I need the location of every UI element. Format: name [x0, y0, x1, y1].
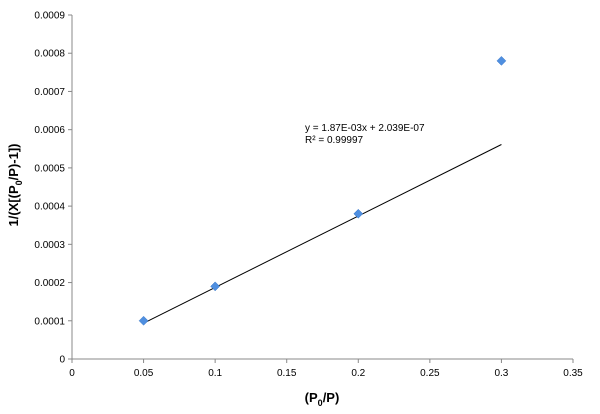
x-tick-label: 0.15: [277, 368, 297, 379]
data-point: [353, 208, 364, 219]
x-axis-title: (P0/P): [305, 390, 340, 408]
trendline-equation: y = 1.87E-03x + 2.039E-07: [305, 123, 425, 134]
y-tick-label: 0.0009: [34, 11, 65, 22]
y-tick-label: 0.0002: [34, 278, 65, 289]
x-tick-label: 0.1: [208, 368, 222, 379]
y-tick-label: 0.0003: [34, 240, 65, 251]
x-axis-title-end: /P): [323, 390, 340, 405]
y-axis-title-main: 1/(X[(P: [6, 185, 21, 227]
x-axis-title-sub: 0: [318, 398, 323, 408]
data-point: [138, 315, 149, 326]
y-tick-label: 0.0004: [34, 202, 65, 213]
x-tick-label: 0.3: [494, 368, 508, 379]
y-axis-ticks: 0 0.0001 0.0002 0.0003 0.0004 0.0005 0.0006 0.0…: [34, 11, 72, 366]
y-tick-label: 0.0008: [34, 49, 65, 60]
x-tick-label: 0.05: [134, 368, 154, 379]
data-point: [210, 281, 220, 292]
x-tick-label: 0.2: [351, 368, 365, 379]
trendline: [143, 144, 502, 324]
trendline-r2: R² = 0.99997: [305, 135, 364, 146]
x-axis-ticks: 0 0.05 0.1 0.15 0.2 0.25 0.3 0.35: [69, 359, 583, 379]
data-point: [496, 56, 507, 66]
y-tick-label: 0.0007: [34, 87, 65, 98]
y-axis-title: 1/(X[(P0/P)-1]): [6, 143, 24, 226]
y-axis-title-sub: 0: [14, 180, 24, 185]
y-tick-label: 0: [59, 355, 65, 366]
x-tick-label: 0: [69, 368, 75, 379]
x-tick-label: 0.25: [420, 368, 440, 379]
data-points: [138, 56, 507, 326]
y-tick-label: 0.0001: [34, 316, 65, 327]
x-axis-title-main: (P: [305, 390, 318, 405]
y-axis-title-end: /P)-1]): [6, 143, 21, 180]
y-tick-label: 0.0005: [34, 163, 65, 174]
y-tick-label: 0.0006: [34, 125, 65, 136]
x-tick-label: 0.35: [563, 368, 583, 379]
